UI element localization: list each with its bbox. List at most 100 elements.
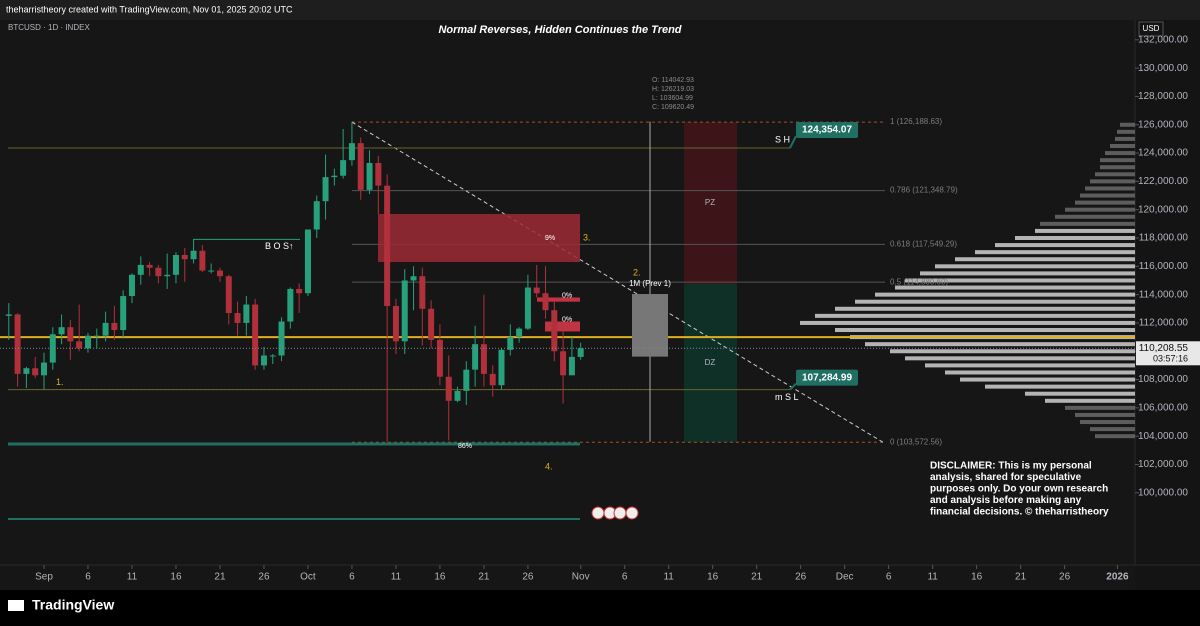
y-tick-label: 116,000.00 xyxy=(1139,261,1189,272)
brand: TradingView xyxy=(32,597,114,613)
candle-body xyxy=(454,390,461,401)
candle-body xyxy=(313,201,320,230)
candle-body xyxy=(463,369,470,391)
volume-profile-bar xyxy=(1100,165,1135,170)
volume-profile-bar xyxy=(1080,193,1135,198)
candle-body xyxy=(58,327,65,335)
candle-body xyxy=(5,314,12,316)
candle-body xyxy=(542,293,549,311)
chart-title: Normal Reverses, Hidden Continues the Tr… xyxy=(438,24,681,36)
fib-label: 0.5 (114,880.60) xyxy=(890,277,948,286)
candle-body xyxy=(234,313,241,323)
ohlc-label: H: 126219.03 xyxy=(652,86,694,93)
y-tick-label: 124,000.00 xyxy=(1138,148,1188,159)
candle-body xyxy=(243,304,250,323)
level-tag xyxy=(796,122,858,139)
disclaimer-line: analysis, shared for speculative xyxy=(930,472,1082,483)
candle-body xyxy=(340,160,347,176)
price-tag xyxy=(1136,341,1200,366)
x-tick-label: 21 xyxy=(1015,572,1027,583)
disclaimer-line: financial decisions. © theharristheory xyxy=(930,507,1109,518)
candle-body xyxy=(489,373,496,386)
y-tick-label: 132,000.00 xyxy=(1138,34,1188,45)
candle-body xyxy=(172,254,179,275)
volume-profile-bar xyxy=(1095,172,1135,177)
header-text: theharristheory created with TradingView… xyxy=(6,4,293,14)
volume-profile-bar xyxy=(835,306,1135,311)
candle-body xyxy=(111,322,118,331)
volume-profile-bar xyxy=(875,292,1135,297)
y-tick-label: 122,000.00 xyxy=(1138,176,1188,187)
volume-profile-bar xyxy=(1025,391,1135,396)
candle-body xyxy=(533,287,540,294)
small-box-label: 0% xyxy=(562,316,572,323)
y-tick-label: 130,000.00 xyxy=(1138,63,1188,74)
swing-low-label: 1. xyxy=(56,377,64,387)
volume-profile-bar xyxy=(815,313,1135,318)
volume-profile-bar xyxy=(800,320,1135,325)
volume-profile-bar xyxy=(905,278,1135,283)
supply-zone xyxy=(378,213,580,263)
x-tick-label: Nov xyxy=(572,572,590,583)
candle-body xyxy=(445,376,452,401)
candle-body xyxy=(419,276,426,309)
level-name: m S L xyxy=(775,392,799,402)
y-tick-label: 114,000.00 xyxy=(1139,289,1189,300)
candle-body xyxy=(278,321,285,356)
monthly-label: 1M (Prev 1) xyxy=(629,279,671,288)
candle-body xyxy=(296,288,303,294)
x-tick-label: 6 xyxy=(349,572,355,583)
candle-body xyxy=(102,322,109,336)
fib-label: 1 (126,188.63) xyxy=(890,117,942,126)
candle-body xyxy=(516,328,523,338)
x-tick-label: 21 xyxy=(214,572,226,583)
volume-profile-bar xyxy=(935,264,1135,269)
zone xyxy=(684,122,737,285)
candle-body xyxy=(507,337,514,350)
candle-body xyxy=(568,356,575,376)
candle-body xyxy=(128,274,135,297)
marker: 3. xyxy=(583,232,591,242)
disclaimer-line: and analysis before making any xyxy=(930,495,1082,506)
volume-profile-bar xyxy=(1040,221,1135,226)
marker: 2. xyxy=(633,267,641,277)
candle-body xyxy=(392,305,399,342)
header-bar xyxy=(0,0,1200,20)
price-axis xyxy=(1135,20,1200,590)
volume-profile-bar xyxy=(1117,129,1135,134)
candle-body xyxy=(146,264,153,268)
volume-profile-bar xyxy=(890,349,1135,354)
candle-body xyxy=(76,341,83,349)
y-tick-label: 128,000.00 xyxy=(1138,91,1188,102)
y-tick-label: 118,000.00 xyxy=(1139,233,1189,244)
candle-body xyxy=(480,344,487,374)
volume-profile-bar xyxy=(1075,200,1135,205)
candle-body xyxy=(348,143,355,161)
marker: 4. xyxy=(545,461,553,471)
volume-profile-bar xyxy=(905,356,1135,361)
x-tick-label: 11 xyxy=(663,572,674,583)
volume-profile-bar xyxy=(1095,434,1135,439)
candle-body xyxy=(84,335,91,349)
disclaimer-line: purposes only. Do your own research xyxy=(930,484,1108,495)
candle-body xyxy=(137,264,144,275)
currency: USD xyxy=(1143,24,1160,33)
x-tick-label: 26 xyxy=(258,572,270,583)
candle-body xyxy=(40,362,47,376)
supply-zone-label: 9% xyxy=(545,235,555,242)
x-tick-label: 21 xyxy=(478,572,490,583)
zone xyxy=(684,284,737,443)
candle-body xyxy=(155,267,162,277)
candle-body xyxy=(384,185,391,306)
symbol: BTCUSD · 1D · INDEX xyxy=(8,23,90,32)
volume-profile-bar xyxy=(1110,143,1135,148)
currency-box xyxy=(1138,21,1164,37)
candle-body xyxy=(357,143,364,190)
price-tag-label: 110,208.55 xyxy=(1139,343,1189,354)
y-tick-label: 102,000.00 xyxy=(1138,459,1188,470)
candle-body xyxy=(32,368,39,376)
candle-body xyxy=(93,335,100,337)
footer-bar xyxy=(0,590,1200,626)
